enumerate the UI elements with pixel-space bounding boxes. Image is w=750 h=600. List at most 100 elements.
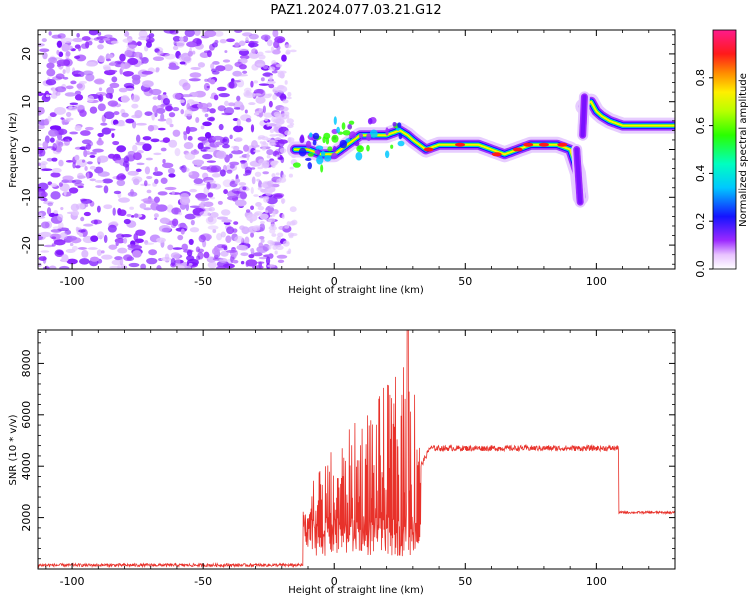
heatmap-noise-blob <box>282 240 290 247</box>
heatmap-noise-blob <box>101 254 113 260</box>
heatmap-noise-blob <box>197 136 208 141</box>
heatmap-noise-blob <box>65 160 74 163</box>
heatmap-noise-blob <box>218 92 230 98</box>
heatmap-noise-blob <box>141 56 149 64</box>
heatmap-noise-blob <box>260 238 265 243</box>
heatmap-noise-blob <box>176 265 185 269</box>
heatmap-noise-blob <box>114 160 123 164</box>
heatmap-noise-blob <box>207 50 212 58</box>
heatmap-noise-blob <box>71 210 80 216</box>
heatmap-noise-blob <box>68 105 73 110</box>
heatmap-noise-blob <box>164 253 170 260</box>
heatmap-noise-blob <box>190 149 200 155</box>
heatmap-noise-blob <box>250 80 254 88</box>
heatmap-noise-blob <box>243 92 256 99</box>
heatmap-noise-blob <box>217 105 226 112</box>
heatmap-noise-blob <box>255 96 266 104</box>
heatmap-noise-blob <box>143 207 152 211</box>
heatmap-noise-blob <box>253 93 262 96</box>
heatmap-turbulent-blob <box>316 155 324 165</box>
heatmap-noise-blob <box>125 118 135 124</box>
heatmap-noise-blob <box>65 235 78 241</box>
heatmap-noise-blob <box>238 40 246 46</box>
heatmap-noise-blob <box>271 70 278 74</box>
heatmap-noise-blob <box>269 128 274 134</box>
heatmap-noise-blob <box>167 244 174 251</box>
heatmap-noise-blob <box>186 258 199 267</box>
heatmap-noise-blob <box>253 252 263 257</box>
heatmap-noise-blob <box>207 117 215 122</box>
heatmap-noise-blob <box>202 121 212 127</box>
heatmap-noise-blob <box>155 69 159 73</box>
heatmap-noise-blob <box>243 173 248 177</box>
heatmap-noise-blob <box>40 191 48 198</box>
heatmap-noise-blob <box>262 171 269 175</box>
heatmap-noise-blob <box>253 149 261 153</box>
heatmap-noise-blob <box>288 248 292 255</box>
heatmap-noise-blob <box>261 163 269 168</box>
heatmap-noise-blob <box>85 41 90 49</box>
heatmap-noise-blob <box>131 74 141 81</box>
heatmap-xtick-label: 0 <box>331 275 338 288</box>
heatmap-noise-blob <box>38 107 45 115</box>
heatmap-noise-blob <box>277 259 285 264</box>
heatmap-ytick-label: 10 <box>20 95 33 109</box>
heatmap-noise-blob <box>53 239 66 246</box>
heatmap-noise-blob <box>108 62 117 66</box>
heatmap-noise-blob <box>105 92 113 99</box>
heatmap-noise-blob <box>198 234 206 243</box>
heatmap-noise-blob <box>250 205 255 210</box>
heatmap-noise-blob <box>220 209 231 216</box>
heatmap-noise-blob <box>258 235 265 240</box>
heatmap-noise-blob <box>83 149 88 158</box>
heatmap-noise-blob <box>222 143 230 149</box>
heatmap-turbulent-blob <box>307 162 312 170</box>
heatmap-noise-blob <box>96 155 109 163</box>
heatmap-noise-blob <box>250 186 254 194</box>
heatmap-noise-blob <box>103 66 111 71</box>
heatmap-noise-blob <box>126 44 137 49</box>
heatmap-turbulent-blob <box>348 120 355 125</box>
heatmap-noise-blob <box>106 87 115 95</box>
heatmap-noise-blob <box>237 48 249 52</box>
heatmap-noise-blob <box>258 135 266 139</box>
heatmap-noise-blob <box>60 117 64 120</box>
heatmap-noise-blob <box>269 134 278 137</box>
heatmap-hotspot <box>423 147 434 152</box>
heatmap-noise-blob <box>235 137 243 142</box>
heatmap-noise-blob <box>258 83 270 86</box>
heatmap-noise-blob <box>272 245 278 250</box>
heatmap-turbulent-blob <box>345 138 351 143</box>
heatmap-noise-blob <box>134 109 143 119</box>
heatmap-noise-blob <box>269 228 276 234</box>
heatmap-noise-blob <box>286 118 294 124</box>
heatmap-noise-blob <box>153 213 159 218</box>
heatmap-noise-blob <box>189 205 201 209</box>
heatmap-noise-blob <box>116 179 126 187</box>
heatmap-noise-blob <box>285 49 291 55</box>
heatmap-noise-blob <box>110 40 119 45</box>
heatmap-noise-blob <box>165 105 174 112</box>
heatmap-noise-blob <box>98 87 103 92</box>
heatmap-noise-blob <box>270 46 275 52</box>
heatmap-turbulent-blob <box>348 131 357 139</box>
heatmap-noise-blob <box>123 218 131 225</box>
heatmap-noise-blob <box>274 250 278 255</box>
heatmap-ridge-tail <box>580 94 587 138</box>
heatmap-noise-blob <box>234 178 239 185</box>
heatmap-noise-blob <box>71 179 83 184</box>
heatmap-noise-blob <box>226 226 235 235</box>
heatmap-noise-blob <box>195 117 200 123</box>
heatmap-noise-blob <box>136 162 145 166</box>
heatmap-noise-blob <box>276 235 282 242</box>
heatmap-noise-blob <box>85 61 97 67</box>
heatmap-noise-blob <box>98 39 105 44</box>
heatmap-noise-blob <box>206 181 211 190</box>
heatmap-noise-blob <box>118 209 127 217</box>
heatmap-noise-blob <box>47 202 54 207</box>
heatmap-turbulent-blob <box>320 150 326 157</box>
heatmap-noise-blob <box>43 244 54 248</box>
heatmap-noise-blob <box>271 173 276 178</box>
heatmap-noise-blob <box>219 39 227 44</box>
heatmap-noise-blob <box>238 64 247 70</box>
